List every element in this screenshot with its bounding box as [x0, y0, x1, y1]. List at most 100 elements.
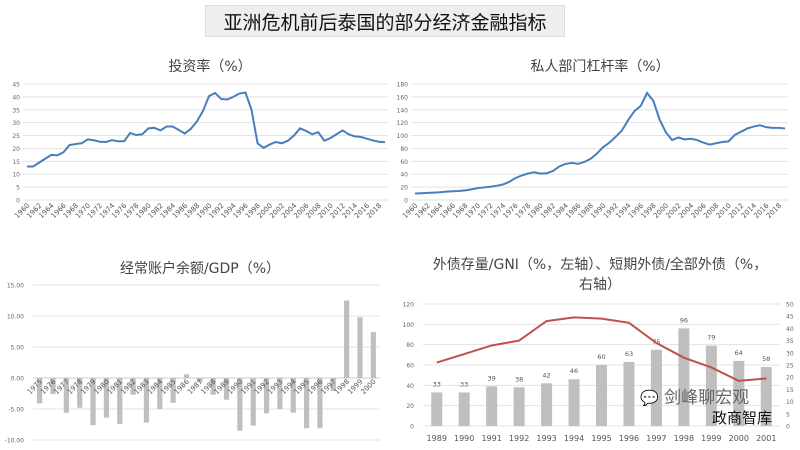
external-debt-xtick-label: 1991	[481, 434, 501, 443]
external-debt-ytick-right-label: 45	[786, 314, 794, 321]
investment-ytick-label: 5	[16, 185, 20, 192]
leverage-ytick-label: 80	[400, 146, 408, 153]
external-debt-ytick-right-label: 40	[786, 326, 794, 333]
current-account-bar	[50, 378, 56, 395]
external-debt-xtick-label: 1996	[619, 434, 639, 443]
external-debt-data-label: 60	[597, 353, 605, 361]
external-debt-xtick-label: 1997	[646, 434, 666, 443]
current-account-bar	[130, 378, 136, 395]
current-account-bar	[330, 378, 336, 392]
chart-title-leverage: 私人部门杠杆率（%）	[530, 59, 670, 75]
watermark-wechat: 💬 剑峰聊宏观	[640, 383, 749, 408]
external-debt-bar	[760, 367, 772, 426]
current-account-ytick-label: 0.00	[11, 376, 25, 383]
current-account-bar	[77, 378, 83, 408]
external-debt-ytick-right-label: 30	[786, 350, 794, 357]
current-account-bar	[197, 378, 203, 383]
external-debt-xtick-label: 1990	[454, 434, 474, 443]
current-account-xtick-label: 2000	[359, 378, 377, 396]
current-account-bar	[223, 378, 230, 400]
external-debt-data-label: 64	[735, 349, 743, 357]
external-debt-bar	[650, 349, 662, 426]
external-debt-ytick-right-label: 20	[786, 375, 794, 382]
current-account-bar	[290, 378, 296, 413]
external-debt-ytick-right-label: 10	[786, 399, 794, 406]
current-account-bar	[90, 378, 96, 426]
external-debt-xtick-label: 1992	[509, 434, 529, 443]
current-account-ytick-label: 15.00	[7, 283, 24, 290]
external-debt-xtick-label: 1994	[564, 434, 584, 443]
leverage-series-line	[414, 91, 786, 195]
external-debt-xtick-label: 1999	[701, 434, 721, 443]
current-account-bar	[237, 378, 243, 431]
external-debt-data-label: 79	[707, 334, 715, 342]
investment-ytick-label: 15	[12, 159, 20, 166]
external-debt-data-label: 38	[515, 375, 523, 383]
investment-ytick-label: 45	[12, 82, 20, 89]
external-debt-xtick-label: 1998	[674, 434, 694, 443]
current-account-bar	[143, 378, 150, 423]
external-debt-ytick-right-label: 15	[786, 387, 794, 394]
leverage-ytick-label: 20	[400, 185, 408, 192]
external-debt-xtick-label: 1993	[536, 434, 556, 443]
chart-title-current-account: 经常账户余额/GDP（%）	[119, 261, 281, 277]
leverage-ytick-label: 60	[400, 159, 408, 166]
investment-ytick-label: 20	[12, 146, 20, 153]
investment-ytick-label: 30	[12, 120, 20, 127]
current-account-bar	[170, 378, 176, 403]
external-debt-bar	[623, 361, 635, 426]
external-debt-ytick-right-label: 35	[786, 338, 794, 345]
current-account-bar	[63, 378, 69, 413]
external-debt-bar	[513, 387, 525, 426]
investment-ytick-label: 40	[12, 94, 20, 101]
external-debt-ytick-left-label: 120	[403, 302, 415, 309]
external-debt-xtick-label: 2001	[756, 434, 776, 443]
current-account-bar	[117, 378, 123, 424]
external-debt-data-label: 75	[652, 338, 660, 346]
leverage-ytick-label: 180	[397, 82, 409, 89]
leverage-ytick-label: 140	[397, 107, 409, 114]
external-debt-bar	[541, 383, 553, 426]
current-account-ytick-label: 5.00	[11, 345, 25, 352]
external-debt-ytick-left-label: 0	[410, 424, 414, 431]
leverage-ytick-label: 40	[400, 172, 408, 179]
leverage-ytick-label: 120	[397, 120, 409, 127]
external-debt-bar	[733, 360, 745, 426]
leverage-ytick-label: 160	[397, 94, 409, 101]
watermark-corner: 政商智库	[712, 409, 773, 427]
external-debt-bar	[568, 379, 580, 426]
current-account-bar	[263, 378, 270, 414]
current-account-bar	[317, 378, 323, 429]
external-debt-ytick-right-label: 5	[786, 411, 790, 418]
current-account-bar	[37, 378, 43, 404]
external-debt-bar	[458, 392, 470, 426]
external-debt-data-label: 42	[542, 371, 550, 379]
wechat-icon: 💬	[640, 389, 659, 407]
external-debt-bar	[678, 328, 690, 426]
external-debt-ytick-left-label: 80	[406, 342, 414, 349]
external-debt-data-label: 33	[433, 380, 441, 388]
external-debt-xtick-label: 2000	[729, 434, 749, 443]
current-account-bar	[370, 332, 376, 378]
current-account-bar	[157, 378, 163, 409]
external-debt-xtick-label: 1995	[591, 434, 611, 443]
external-debt-data-label: 39	[488, 374, 496, 382]
external-debt-data-label: 96	[680, 316, 688, 324]
chart-title-external-debt: 外债存量/GNI（%，左轴）、短期外债/全部外债（%，右轴）	[432, 257, 768, 293]
leverage-ytick-label: 100	[397, 133, 409, 140]
external-debt-bar	[431, 392, 443, 426]
external-debt-data-label: 33	[460, 380, 468, 388]
current-account-bar	[344, 300, 350, 378]
current-account-ytick-label: -10.00	[5, 438, 25, 445]
current-account-ytick-label: 10.00	[7, 314, 24, 321]
watermark-wechat-text: 剑峰聊宏观	[664, 388, 750, 408]
external-debt-ytick-left-label: 20	[406, 403, 414, 410]
external-debt-ytick-left-label: 60	[406, 363, 414, 370]
leverage-ytick-label: 0	[404, 198, 408, 205]
external-debt-ytick-left-label: 100	[403, 322, 415, 329]
external-debt-bar	[705, 345, 717, 426]
page-title: 亚洲危机前后泰国的部分经济金融指标	[205, 5, 565, 37]
external-debt-data-label: 58	[762, 355, 770, 363]
investment-ytick-label: 10	[12, 172, 20, 179]
